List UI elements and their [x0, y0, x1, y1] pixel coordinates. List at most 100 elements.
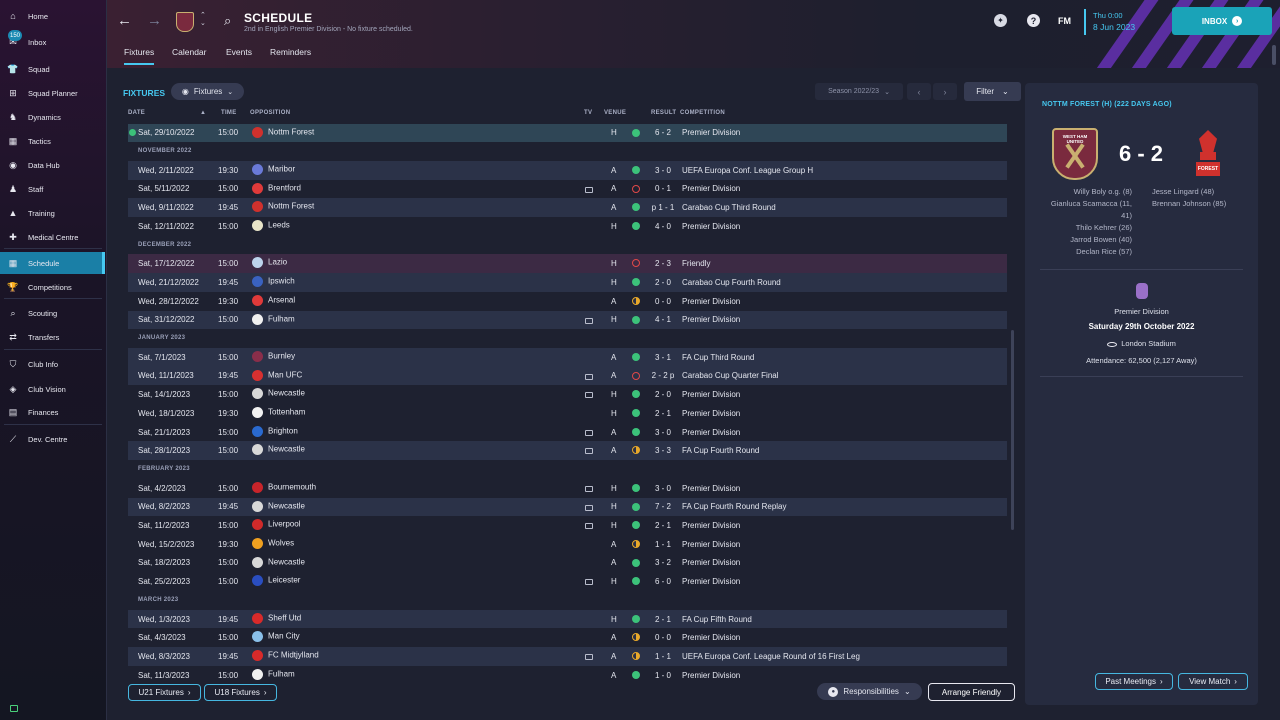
fixture-row[interactable]: Sat, 25/2/2023 15:00 Leicester H 6 - 0 Premie…: [128, 572, 1007, 591]
sidebar-item-schedule[interactable]: ▦ Schedule: [0, 252, 105, 274]
fixture-row[interactable]: Sat, 11/2/2023 15:00 Liverpool H 2 - 1 Premie…: [128, 516, 1007, 535]
table-scrollbar[interactable]: [1011, 330, 1014, 530]
club-crest-icon[interactable]: [176, 12, 194, 32]
fixture-row[interactable]: Sat, 31/12/2022 15:00 Fulham H 4 - 1 Premier …: [128, 310, 1007, 330]
column-header-date[interactable]: DATE: [128, 110, 146, 116]
page-scrollbar[interactable]: [1272, 45, 1276, 65]
fixture-row[interactable]: Sat, 28/1/2023 15:00 Newcastle A 3 - 3 FA Cup…: [128, 441, 1007, 461]
fm-menu-button[interactable]: FM: [1058, 16, 1071, 26]
fixture-row[interactable]: Sat, 14/1/2023 15:00 Newcastle H 2 - 0 Premie…: [128, 385, 1007, 404]
fixture-row[interactable]: Sat, 5/11/2022 15:00 Brentford A 0 - 1 Premie…: [128, 180, 1007, 199]
sort-asc-icon[interactable]: ▲: [200, 110, 207, 116]
fixture-opposition[interactable]: Newcastle: [252, 556, 305, 568]
status-icon[interactable]: [10, 705, 18, 712]
fixture-row[interactable]: Wed, 11/1/2023 19:45 Man UFC A 2 - 2 p Caraba…: [128, 366, 1007, 386]
sidebar-item-competitions[interactable]: 🏆 Competitions: [0, 276, 105, 298]
responsibilities-button[interactable]: ● Responsibilities ⌄: [817, 683, 922, 700]
fixture-opposition[interactable]: Fulham: [252, 313, 295, 325]
fixture-opposition[interactable]: Tottenham: [252, 407, 305, 418]
fixture-row[interactable]: Sat, 4/3/2023 15:00 Man City A 0 - 0 Premier …: [128, 628, 1007, 647]
sidebar-item-finances[interactable]: ▤ Finances: [0, 401, 105, 423]
fixture-row[interactable]: Wed, 8/3/2023 19:45 FC Midtjylland A 1 - 1 UE…: [128, 647, 1007, 666]
column-header-tv[interactable]: TV: [584, 110, 593, 116]
fixture-opposition[interactable]: Brentford: [252, 182, 301, 194]
fixture-opposition[interactable]: Bournemouth: [252, 481, 316, 493]
view-match-button[interactable]: View Match ›: [1178, 673, 1248, 690]
back-arrow-icon[interactable]: ←: [117, 12, 132, 29]
fixture-opposition[interactable]: Newcastle: [252, 444, 305, 456]
fixture-row[interactable]: Wed, 15/2/2023 19:30 Wolves A 1 - 1 Premier D…: [128, 535, 1007, 554]
fixture-opposition[interactable]: Man UFC: [252, 369, 302, 381]
tab-fixtures[interactable]: Fixtures: [124, 47, 155, 65]
fixture-row[interactable]: Wed, 8/2/2023 19:45 Newcastle H 7 - 2 FA Cup …: [128, 497, 1007, 517]
fixture-opposition[interactable]: Man City: [252, 631, 300, 643]
fixture-opposition[interactable]: Liverpool: [252, 519, 300, 531]
column-header-competition[interactable]: COMPETITION: [680, 110, 725, 116]
fixture-opposition[interactable]: FC Midtjylland: [252, 650, 319, 662]
fixture-opposition[interactable]: Lazio: [252, 257, 287, 269]
u21-fixtures-button[interactable]: U21 Fixtures ›: [128, 684, 201, 701]
fixture-row[interactable]: Sat, 29/10/2022 15:00 Nottm Forest H 6 - 2 Pr…: [128, 123, 1007, 143]
fixture-row[interactable]: Wed, 28/12/2022 19:30 Arsenal A 0 - 0 Premier…: [128, 292, 1007, 311]
help-icon[interactable]: ?: [1027, 14, 1040, 27]
sidebar-item-squad[interactable]: 👕 Squad: [0, 58, 105, 80]
next-season-button[interactable]: ›: [933, 83, 957, 100]
fixture-opposition[interactable]: Maribor: [252, 163, 295, 175]
fixture-opposition[interactable]: Brighton: [252, 425, 298, 437]
fixture-row[interactable]: Wed, 21/12/2022 19:45 Ipswich H 2 - 0 Carabao…: [128, 273, 1007, 292]
brain-icon[interactable]: ✦: [994, 14, 1007, 27]
fixture-opposition[interactable]: Leeds: [252, 220, 290, 231]
sidebar-item-dynamics[interactable]: ♞ Dynamics: [0, 106, 105, 128]
fixture-row[interactable]: Sat, 21/1/2023 15:00 Brighton A 3 - 0 Premier…: [128, 423, 1007, 442]
sidebar-item-staff[interactable]: ♟ Staff: [0, 178, 105, 200]
fixture-row[interactable]: Wed, 1/3/2023 19:45 Sheff Utd H 2 - 1 FA Cup …: [128, 609, 1007, 629]
sidebar-item-club-info[interactable]: ⛉ Club Info: [0, 353, 105, 375]
sidebar-item-training[interactable]: ▲ Training: [0, 202, 105, 224]
sidebar-item-home[interactable]: ⌂ Home: [0, 5, 105, 27]
inbox-continue-button[interactable]: INBOX ›: [1172, 7, 1272, 35]
fixture-opposition[interactable]: Sheff Utd: [252, 612, 301, 624]
column-header-result[interactable]: RESULT: [651, 110, 677, 116]
column-header-venue[interactable]: VENUE: [604, 110, 627, 116]
fixture-row[interactable]: Sat, 4/2/2023 15:00 Bournemouth H 3 - 0 Premi…: [128, 479, 1007, 498]
fixture-row[interactable]: Wed, 18/1/2023 19:30 Tottenham H 2 - 1 Premie…: [128, 404, 1007, 423]
fixture-opposition[interactable]: Burnley: [252, 350, 295, 362]
fixture-opposition[interactable]: Newcastle: [252, 388, 305, 400]
search-icon[interactable]: ⌕: [224, 13, 232, 28]
fixture-row[interactable]: Wed, 2/11/2022 19:30 Maribor A 3 - 0 UEFA Eur…: [128, 160, 1007, 180]
filter-button[interactable]: Filter ⌄: [964, 82, 1021, 101]
sidebar-item-tactics[interactable]: ▦ Tactics: [0, 130, 105, 152]
season-dropdown[interactable]: Season 2022/23 ⌄: [815, 83, 903, 100]
sidebar-item-club-vision[interactable]: ◈ Club Vision: [0, 378, 105, 400]
fixture-opposition[interactable]: Newcastle: [252, 500, 305, 512]
fixtures-view-dropdown[interactable]: ◉ Fixtures ⌄: [171, 83, 244, 100]
u18-fixtures-button[interactable]: U18 Fixtures ›: [204, 684, 277, 701]
sidebar-item-transfers[interactable]: ⇄ Transfers: [0, 326, 105, 348]
fixture-row[interactable]: Sat, 12/11/2022 15:00 Leeds H 4 - 0 Premier D…: [128, 217, 1007, 236]
sidebar-item-medical-centre[interactable]: ✚ Medical Centre: [0, 226, 105, 248]
fixture-opposition[interactable]: Nottm Forest: [252, 126, 314, 138]
tab-events[interactable]: Events: [226, 47, 252, 57]
fixture-row[interactable]: Sat, 11/3/2023 15:00 Fulham A 1 - 0 Premier D…: [128, 666, 1007, 685]
sidebar-item-squad-planner[interactable]: ⊞ Squad Planner: [0, 82, 105, 104]
sidebar-item-inbox[interactable]: ✉ Inbox: [0, 31, 105, 53]
tab-reminders[interactable]: Reminders: [270, 47, 312, 57]
fixture-opposition[interactable]: Fulham: [252, 668, 295, 680]
sidebar-item-dev-centre[interactable]: ⟋ Dev. Centre: [0, 428, 105, 450]
arrange-friendly-button[interactable]: Arrange Friendly: [928, 683, 1015, 701]
prev-season-button[interactable]: ‹: [907, 83, 931, 100]
fixture-row[interactable]: Sat, 18/2/2023 15:00 Newcastle A 3 - 2 Premie…: [128, 554, 1007, 573]
sidebar-item-data-hub[interactable]: ◉ Data Hub: [0, 154, 105, 176]
fixture-row[interactable]: Sat, 17/12/2022 15:00 Lazio H 2 - 3 Friendly: [128, 254, 1007, 274]
fixture-opposition[interactable]: Leicester: [252, 575, 300, 587]
fixture-opposition[interactable]: Arsenal: [252, 294, 295, 306]
fixture-opposition[interactable]: Wolves: [252, 537, 294, 549]
column-header-opposition[interactable]: OPPOSITION: [250, 110, 291, 116]
tab-calendar[interactable]: Calendar: [172, 47, 207, 57]
fixture-opposition[interactable]: Nottm Forest: [252, 201, 314, 213]
forward-arrow-icon[interactable]: →: [147, 12, 162, 29]
column-header-time[interactable]: TIME: [221, 110, 237, 116]
past-meetings-button[interactable]: Past Meetings ›: [1095, 673, 1173, 690]
sidebar-item-scouting[interactable]: ⌕ Scouting: [0, 302, 105, 324]
